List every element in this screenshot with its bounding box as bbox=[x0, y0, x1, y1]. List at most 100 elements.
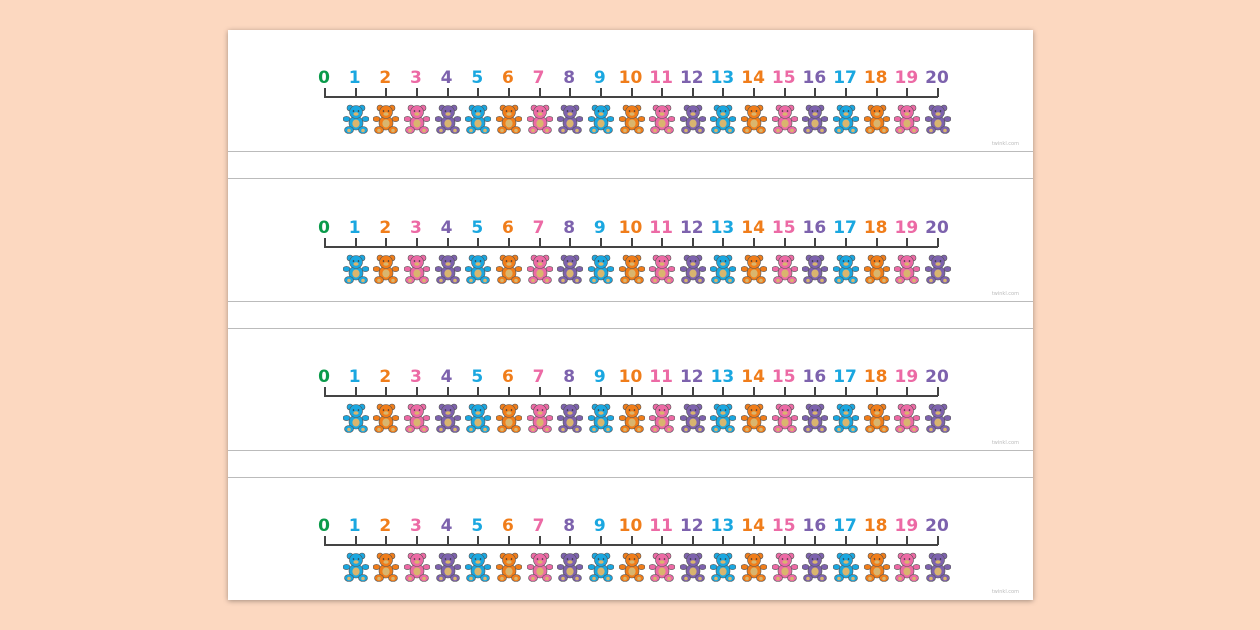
tick-mark bbox=[538, 536, 541, 545]
tick-mark bbox=[354, 88, 357, 97]
number-label: 8 bbox=[563, 516, 576, 536]
number-line-axis bbox=[324, 246, 938, 248]
teddy-bear-icon bbox=[679, 104, 707, 134]
tick-mark bbox=[385, 88, 388, 97]
number-label: 16 bbox=[802, 367, 827, 387]
teddy-bear-icon bbox=[342, 552, 369, 582]
teddy-bear-icon bbox=[710, 403, 737, 433]
number-line-axis bbox=[324, 544, 938, 546]
number-label: 5 bbox=[471, 367, 484, 387]
tick-mark bbox=[753, 387, 756, 396]
number-label: 18 bbox=[863, 68, 888, 88]
teddy-bear-icon bbox=[894, 552, 921, 582]
cut-gap bbox=[228, 151, 1033, 179]
tick-mark bbox=[477, 238, 480, 247]
teddy-bear-icon bbox=[434, 403, 461, 433]
tick-mark bbox=[875, 536, 878, 545]
number-label: 15 bbox=[771, 218, 796, 238]
number-label: 18 bbox=[863, 367, 888, 387]
number-label: 5 bbox=[471, 516, 484, 536]
teddy-bear-icon bbox=[556, 254, 584, 284]
teddy-bear-icon bbox=[924, 552, 952, 582]
number-label: 4 bbox=[440, 68, 453, 88]
teddy-bear-icon bbox=[924, 254, 952, 284]
teddy-bear-icon bbox=[434, 104, 461, 134]
tick-mark bbox=[324, 536, 326, 545]
teddy-bear-icon bbox=[526, 254, 553, 284]
number-line-axis bbox=[324, 96, 938, 98]
tick-mark bbox=[722, 88, 725, 97]
number-label: 7 bbox=[532, 68, 545, 88]
tick-mark bbox=[661, 387, 664, 396]
tick-mark bbox=[477, 387, 480, 396]
number-label: 11 bbox=[649, 516, 673, 536]
teddy-bear-icon bbox=[924, 104, 952, 134]
teddy-bear-icon bbox=[771, 403, 799, 433]
tick-mark bbox=[661, 88, 664, 97]
watermark: twinkl.com bbox=[991, 589, 1019, 595]
number-label: 3 bbox=[410, 218, 422, 238]
cut-gap bbox=[228, 450, 1033, 478]
teddy-bear-icon bbox=[648, 403, 676, 433]
tick-mark bbox=[875, 387, 878, 396]
tick-mark bbox=[385, 387, 388, 396]
number-label: 0 bbox=[318, 68, 330, 88]
tick-mark bbox=[477, 88, 480, 97]
teddy-bear-icon bbox=[771, 254, 799, 284]
number-label: 11 bbox=[649, 218, 673, 238]
teddy-bear-icon bbox=[894, 403, 921, 433]
tick-mark bbox=[630, 88, 633, 97]
teddy-bear-icon bbox=[526, 403, 553, 433]
tick-mark bbox=[538, 387, 541, 396]
teddy-bear-icon bbox=[894, 104, 921, 134]
tick-mark bbox=[569, 88, 572, 97]
teddy-bear-icon bbox=[618, 104, 645, 134]
teddy-bear-icon bbox=[434, 552, 461, 582]
tick-mark bbox=[599, 536, 602, 545]
watermark: twinkl.com bbox=[991, 291, 1019, 297]
number-label: 3 bbox=[410, 367, 422, 387]
tick-mark bbox=[906, 238, 909, 247]
tick-mark bbox=[845, 387, 848, 396]
number-label: 7 bbox=[532, 516, 545, 536]
teddy-bear-icon bbox=[863, 104, 890, 134]
teddy-bear-icon bbox=[648, 552, 676, 582]
teddy-bear-icon bbox=[924, 403, 952, 433]
tick-mark bbox=[569, 536, 572, 545]
number-label: 1 bbox=[348, 68, 361, 88]
number-label: 17 bbox=[833, 68, 857, 88]
teddy-bear-icon bbox=[342, 254, 369, 284]
number-label: 19 bbox=[894, 516, 919, 536]
tick-mark bbox=[415, 536, 418, 545]
tick-mark bbox=[415, 88, 418, 97]
tick-mark bbox=[814, 387, 817, 396]
tick-mark bbox=[415, 387, 418, 396]
tick-mark bbox=[385, 238, 388, 247]
teddy-bear-icon bbox=[710, 254, 737, 284]
number-label: 13 bbox=[710, 367, 735, 387]
number-label: 19 bbox=[894, 68, 919, 88]
tick-mark bbox=[446, 536, 449, 545]
teddy-bear-icon bbox=[802, 254, 829, 284]
teddy-bear-icon bbox=[495, 552, 523, 582]
teddy-bear-icon bbox=[740, 254, 768, 284]
number-label: 20 bbox=[925, 516, 949, 536]
teddy-bear-icon bbox=[832, 254, 860, 284]
number-label: 12 bbox=[679, 367, 704, 387]
number-label: 14 bbox=[741, 367, 765, 387]
tick-mark bbox=[691, 238, 694, 247]
number-label: 5 bbox=[471, 218, 484, 238]
number-label: 10 bbox=[618, 218, 643, 238]
tick-mark bbox=[630, 536, 633, 545]
number-label: 2 bbox=[379, 367, 392, 387]
tick-mark bbox=[722, 387, 725, 396]
tick-mark bbox=[783, 88, 786, 97]
teddy-bear-icon bbox=[372, 104, 400, 134]
number-label: 6 bbox=[501, 68, 514, 88]
number-label: 16 bbox=[802, 516, 827, 536]
tick-mark bbox=[691, 387, 694, 396]
